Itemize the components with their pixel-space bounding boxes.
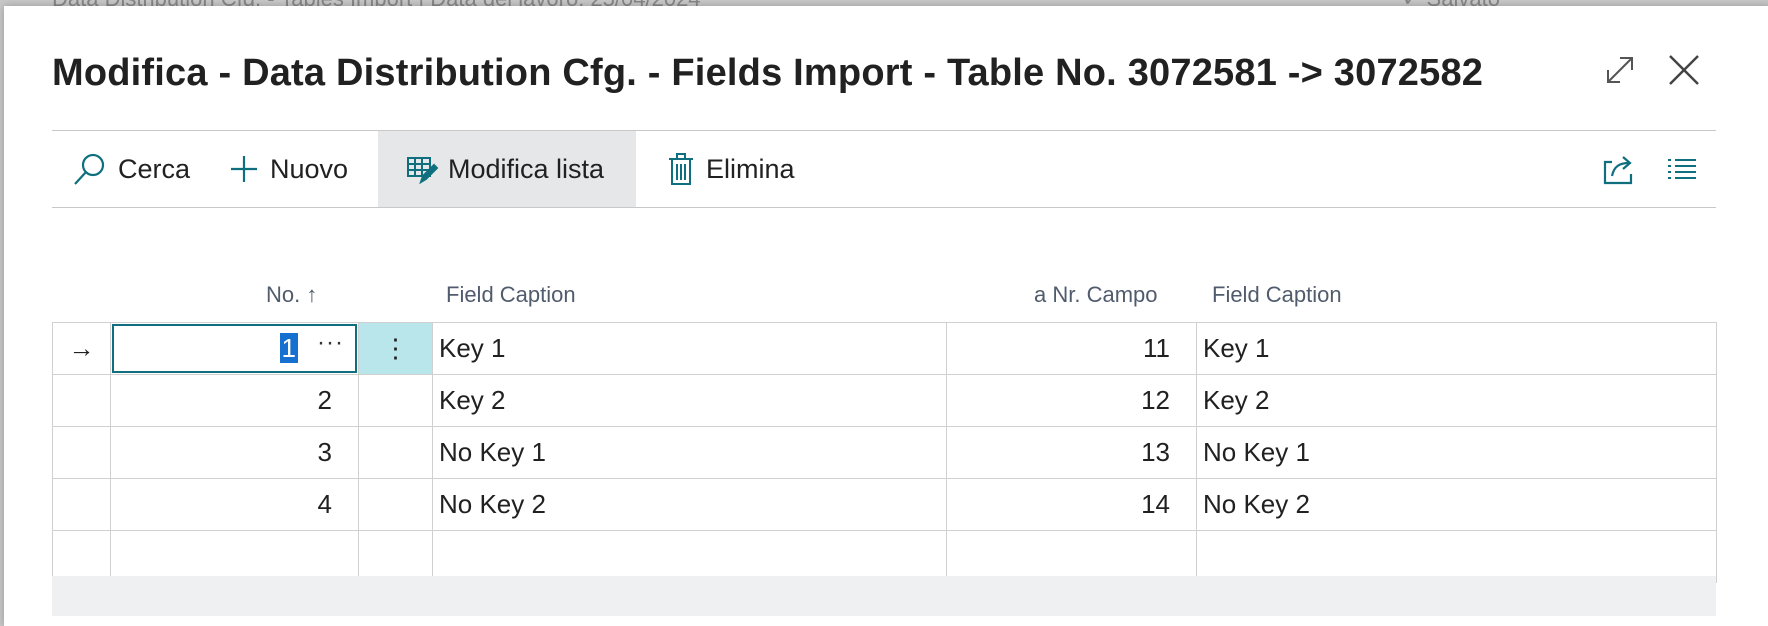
column-header-field-caption[interactable]: Field Caption	[446, 282, 576, 307]
field-caption-cell[interactable]: No Key 2	[432, 478, 947, 531]
column-header-to-field-caption[interactable]: Field Caption	[1212, 282, 1342, 307]
edit-list-icon	[407, 157, 438, 185]
row-indicator	[52, 426, 111, 479]
row-indicator	[52, 530, 111, 583]
to-field-no-cell[interactable]: 11	[946, 322, 1197, 375]
lookup-more-button[interactable]: ···	[317, 329, 344, 356]
edit-dialog: Modifica - Data Distribution Cfg. - Fiel…	[4, 6, 1768, 626]
field-caption-cell[interactable]: Key 2	[432, 374, 947, 427]
to-field-caption-cell[interactable]	[1196, 530, 1717, 583]
edit-list-label: Modifica lista	[448, 153, 605, 184]
row-actions-cell[interactable]	[358, 478, 433, 531]
search-button[interactable]: Cerca	[72, 131, 190, 207]
search-icon	[74, 153, 105, 185]
to-field-caption-cell[interactable]: Key 2	[1196, 374, 1717, 427]
new-button[interactable]: Nuovo	[228, 131, 348, 207]
row-actions-cell[interactable]	[358, 530, 433, 583]
fields-grid: → 1 ··· ⋮ Key 1 11 Key 1 2 Key 2 12 Key …	[52, 322, 1717, 583]
row-indicator	[52, 374, 111, 427]
no-cell-editing[interactable]: 1 ···	[110, 322, 359, 375]
to-field-no-cell[interactable]: 12	[946, 374, 1197, 427]
close-icon[interactable]	[1666, 52, 1702, 88]
share-icon[interactable]	[1602, 131, 1646, 207]
to-field-caption-cell[interactable]: No Key 1	[1196, 426, 1717, 479]
row-actions-menu[interactable]: ⋮	[358, 322, 433, 375]
delete-button[interactable]: Elimina	[666, 131, 795, 207]
expand-icon[interactable]	[1602, 52, 1638, 88]
background-saved-status: ✓ Salvato	[1402, 0, 1500, 12]
plus-icon	[231, 156, 257, 182]
field-caption-cell[interactable]	[432, 530, 947, 583]
to-field-no-cell[interactable]	[946, 530, 1197, 583]
column-header-no[interactable]: No. ↑	[266, 282, 318, 307]
to-field-no-cell[interactable]: 14	[946, 478, 1197, 531]
to-field-caption-cell[interactable]: No Key 2	[1196, 478, 1717, 531]
table-row[interactable]: 3 No Key 1 13 No Key 1	[52, 426, 1717, 479]
table-row[interactable]: 2 Key 2 12 Key 2	[52, 374, 1717, 427]
dialog-title: Modifica - Data Distribution Cfg. - Fiel…	[52, 52, 1484, 94]
table-row[interactable]: 4 No Key 2 14 No Key 2	[52, 478, 1717, 531]
new-label: Nuovo	[270, 153, 349, 184]
search-label: Cerca	[118, 153, 191, 184]
cell-focus-border	[112, 324, 357, 373]
to-field-no-cell[interactable]: 13	[946, 426, 1197, 479]
row-indicator	[52, 478, 111, 531]
no-cell[interactable]	[110, 530, 359, 583]
to-field-caption-cell[interactable]: Key 1	[1196, 322, 1717, 375]
table-row-empty[interactable]	[52, 530, 1717, 583]
table-row[interactable]: → 1 ··· ⋮ Key 1 11 Key 1	[52, 322, 1717, 375]
delete-label: Elimina	[706, 153, 795, 184]
no-cell-value[interactable]: 1	[279, 333, 298, 363]
row-selected-indicator: →	[52, 322, 111, 375]
grid-footer	[52, 576, 1716, 616]
list-view-icon[interactable]	[1666, 131, 1708, 207]
trash-icon	[669, 153, 693, 185]
action-bar: Cerca Nuovo Modifica lista	[52, 130, 1716, 208]
field-caption-cell[interactable]: Key 1	[432, 322, 947, 375]
no-cell[interactable]: 2	[110, 374, 359, 427]
edit-list-button[interactable]: Modifica lista	[378, 131, 636, 207]
background-page-title: Data Distribution Cfg. - Tables Import |…	[52, 0, 701, 12]
no-cell[interactable]: 3	[110, 426, 359, 479]
column-header-to-field-no[interactable]: a Nr. Campo	[1034, 282, 1158, 307]
row-actions-cell[interactable]	[358, 426, 433, 479]
field-caption-cell[interactable]: No Key 1	[432, 426, 947, 479]
row-actions-cell[interactable]	[358, 374, 433, 427]
no-cell[interactable]: 4	[110, 478, 359, 531]
